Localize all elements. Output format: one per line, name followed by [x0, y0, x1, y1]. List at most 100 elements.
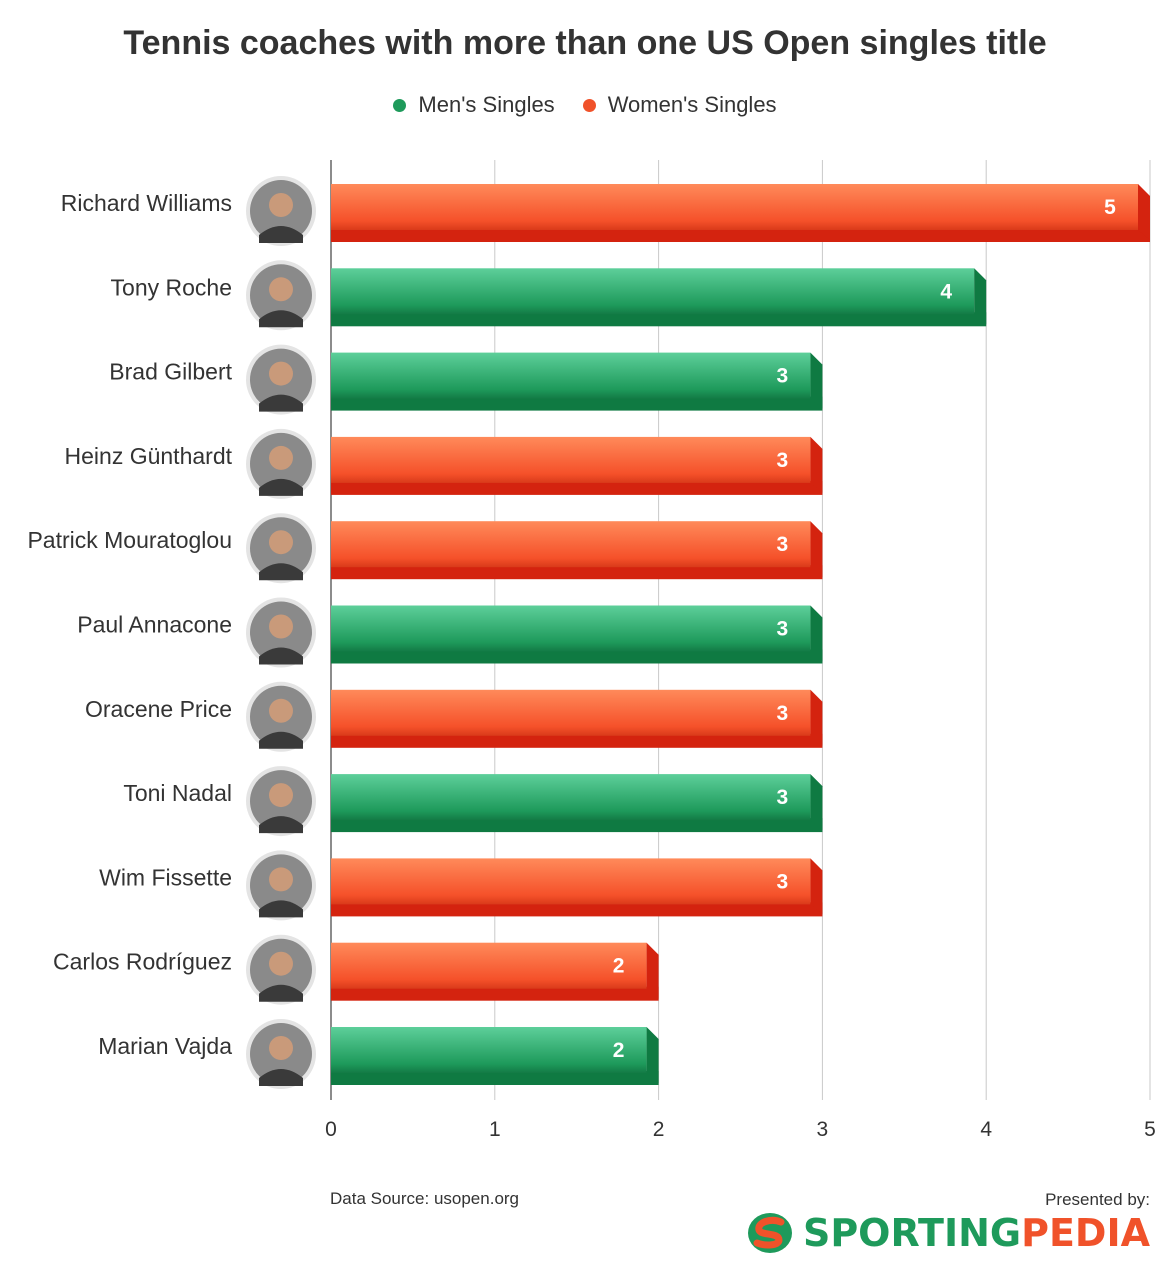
- brand-icon: [747, 1213, 792, 1253]
- category-label: Carlos Rodríguez: [53, 949, 232, 975]
- avatar-shoulders: [259, 900, 303, 918]
- bar-side: [810, 436, 823, 493]
- avatar-shoulders: [259, 563, 303, 581]
- bar: [331, 942, 647, 989]
- category-label: Oracene Price: [85, 696, 232, 722]
- category-label: Richard Williams: [61, 190, 232, 216]
- bar-side: [810, 689, 823, 746]
- category-label: Paul Annacone: [77, 612, 232, 638]
- avatar-shoulders: [259, 731, 303, 749]
- avatar: [246, 934, 316, 1005]
- bar-depth: [331, 1071, 659, 1085]
- bar: [331, 184, 1138, 230]
- data-label: 3: [777, 365, 789, 388]
- category-label: Toni Nadal: [123, 780, 232, 806]
- avatar: [246, 513, 316, 584]
- category-label: Brad Gilbert: [109, 359, 232, 385]
- bar-side: [810, 858, 823, 915]
- bar-depth: [331, 818, 823, 833]
- avatar: [246, 260, 316, 331]
- category-label: Wim Fissette: [99, 864, 232, 890]
- avatar-shoulders: [259, 478, 303, 496]
- label-layer: 5 Richard Williams 4 Tony Roche 3 Brad Gilber…: [27, 176, 1116, 1089]
- avatar-shoulders: [259, 310, 303, 328]
- avatar-shoulders: [259, 394, 303, 412]
- avatar: [246, 766, 316, 837]
- x-tick-label: 0: [325, 1118, 337, 1141]
- brand-name: SPORTINGPEDIA: [803, 1211, 1150, 1255]
- brand-logo: SPORTINGPEDIA: [745, 1210, 1150, 1256]
- bar: [331, 858, 811, 905]
- category-label: Heinz Günthardt: [65, 443, 233, 469]
- bar: [331, 605, 811, 652]
- bar-side: [810, 352, 823, 409]
- bar: [331, 1027, 647, 1073]
- x-tick-label: 4: [980, 1118, 992, 1141]
- x-tick-label: 2: [653, 1118, 665, 1141]
- avatar: [246, 597, 316, 668]
- legend-dot-men: [393, 98, 407, 112]
- avatar-shoulders: [259, 816, 303, 834]
- legend-label-women: Women's Singles: [607, 92, 777, 117]
- x-tick-label: 1: [489, 1118, 501, 1141]
- avatar-face: [269, 951, 293, 976]
- avatar: [246, 1019, 316, 1089]
- x-tick-label: 5: [1144, 1118, 1156, 1141]
- avatar-shoulders: [259, 1069, 303, 1086]
- bar-side: [646, 1027, 659, 1083]
- avatar-face: [269, 783, 293, 808]
- category-label: Marian Vajda: [98, 1033, 232, 1059]
- bar: [331, 352, 811, 399]
- avatar-face: [269, 193, 293, 217]
- legend-dot-women: [582, 98, 596, 112]
- bar-layer: [331, 184, 1150, 1085]
- avatar: [246, 428, 316, 499]
- avatar-face: [269, 1036, 293, 1060]
- legend-item-women: Women's Singles: [582, 92, 777, 118]
- chart-title: Tennis coaches with more than one US Ope…: [123, 24, 1047, 62]
- bar-side: [810, 521, 823, 578]
- bar-depth: [331, 228, 1150, 242]
- bar: [331, 521, 811, 568]
- avatar: [246, 344, 316, 415]
- category-label: Tony Roche: [111, 274, 232, 300]
- chart-legend: Men's Singles Women's Singles: [0, 92, 1170, 118]
- data-label: 3: [777, 702, 789, 725]
- bar-depth: [331, 565, 823, 580]
- bar-depth: [331, 733, 823, 748]
- avatar-face: [269, 867, 293, 892]
- avatar: [246, 681, 316, 752]
- avatar-shoulders: [259, 226, 303, 243]
- data-source: Data Source: usopen.org: [330, 1189, 520, 1208]
- bar-side: [974, 268, 987, 325]
- data-label: 3: [777, 449, 789, 472]
- bar-side: [1138, 184, 1150, 240]
- avatar-shoulders: [259, 647, 303, 665]
- data-label: 3: [777, 870, 789, 893]
- avatar-face: [269, 614, 293, 639]
- avatar-face: [269, 445, 293, 470]
- bar-chart: 0 1 2 3 4 5 5 Richard Williams 4 Tony Roche 3 Brad…: [27, 160, 1156, 1141]
- bar-depth: [331, 902, 823, 917]
- data-label: 5: [1104, 196, 1116, 219]
- brand-part2: PEDIA: [1021, 1211, 1150, 1255]
- bar: [331, 268, 975, 315]
- brand-part1: SPORTING: [802, 1211, 1022, 1255]
- x-tick-label: 3: [817, 1118, 829, 1141]
- presented-by: Presented by:: [1045, 1190, 1150, 1209]
- legend-item-men: Men's Singles: [393, 92, 555, 118]
- avatar-face: [269, 277, 293, 302]
- avatar-face: [269, 530, 293, 555]
- avatar-face: [269, 361, 293, 386]
- bar: [331, 436, 811, 483]
- bar-side: [810, 774, 823, 831]
- bar-depth: [331, 986, 659, 1001]
- category-label: Patrick Mouratoglou: [27, 527, 232, 553]
- bar-depth: [331, 312, 987, 327]
- legend-label-men: Men's Singles: [418, 92, 555, 117]
- data-label: 2: [613, 955, 625, 978]
- avatar-face: [269, 698, 293, 723]
- data-label: 4: [940, 280, 952, 303]
- avatar: [246, 850, 316, 921]
- data-label: 3: [777, 618, 789, 641]
